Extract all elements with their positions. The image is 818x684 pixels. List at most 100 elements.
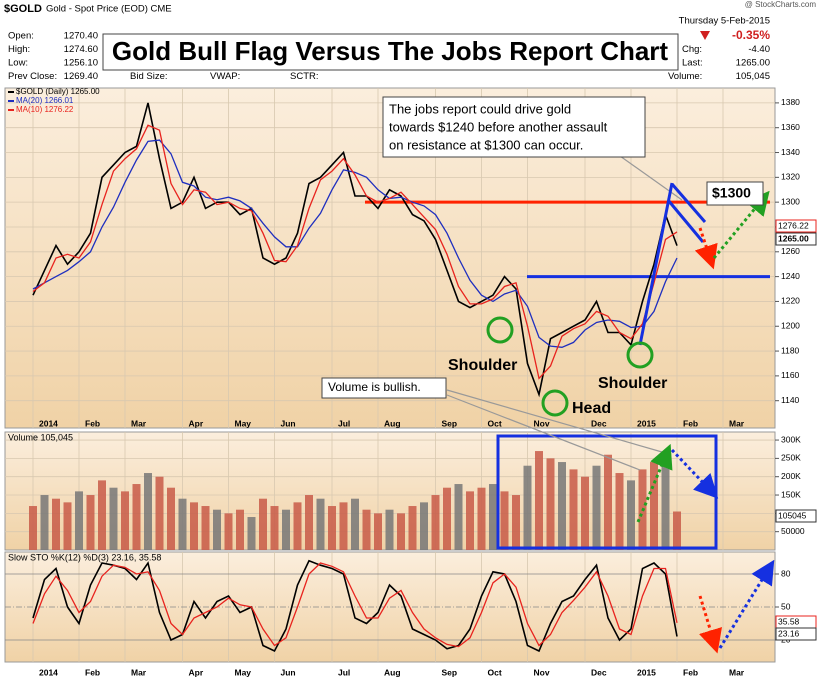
- volume-bar: [63, 502, 72, 550]
- volume-bar: [178, 498, 187, 550]
- y-tick-label: 1380: [781, 97, 800, 107]
- series-line: [32, 559, 678, 653]
- x-tick-label: Apr: [189, 667, 204, 677]
- field-value: 1265.00: [736, 58, 770, 69]
- label-head: Head: [572, 400, 611, 417]
- value-label: 23.16: [778, 628, 800, 638]
- volume-bar: [86, 495, 95, 550]
- volume-bar: [362, 509, 371, 550]
- y-tick-label: 1320: [781, 172, 800, 182]
- note-line: towards $1240 before another assault: [389, 119, 608, 134]
- field-label: SCTR:: [290, 71, 319, 82]
- volume-bar: [500, 491, 509, 550]
- y-tick-label: 50000: [781, 526, 805, 536]
- note-box: [321, 377, 447, 399]
- field-value: 1256.10: [64, 58, 98, 69]
- note-line: on resistance at $1300 can occur.: [389, 137, 583, 152]
- note-box: [706, 181, 764, 206]
- volume-bar: [385, 509, 394, 550]
- volume-bar: [477, 487, 486, 550]
- x-tick-label: Jun: [281, 418, 296, 428]
- x-tick-label: Dec: [591, 418, 607, 428]
- y-tick-label: 50: [781, 601, 791, 611]
- volume-bar: [661, 465, 670, 550]
- volume-bar: [489, 484, 497, 550]
- field-label: Volume:: [668, 71, 702, 82]
- flag-line: [666, 199, 705, 243]
- note-line: The jobs report could drive gold: [389, 101, 571, 116]
- y-tick-label: 1160: [781, 370, 800, 380]
- down-triangle: [700, 31, 710, 40]
- volume-bar: [650, 462, 658, 550]
- volume-bar: [581, 476, 589, 550]
- volume-bar: [673, 511, 681, 550]
- volume-bar: [190, 502, 198, 550]
- volume-bar: [443, 487, 451, 550]
- field-label: Prev Close:: [8, 71, 57, 82]
- symbol: $GOLD: [4, 3, 42, 15]
- volume-bar: [282, 509, 290, 550]
- field-value: 1274.60: [64, 44, 98, 55]
- x-tick-label: Jul: [338, 418, 350, 428]
- volume-bar: [305, 495, 313, 550]
- value-label: 105045: [778, 510, 807, 520]
- x-tick-label: Oct: [488, 667, 502, 677]
- field-value: -4.40: [748, 44, 770, 55]
- volume-bar: [328, 506, 336, 550]
- volume-bar: [144, 473, 152, 550]
- x-tick-label: Mar: [131, 418, 147, 428]
- legend-label: Volume 105,045: [8, 432, 73, 442]
- flag-line: [670, 183, 707, 223]
- volume-bar: [397, 513, 405, 550]
- volume-bar: [201, 506, 210, 550]
- volume-bar: [351, 498, 359, 550]
- pointer: [446, 389, 663, 453]
- annotations: Shoulder Head Shoulder Volume is bullish…: [321, 96, 775, 654]
- legend-label: Slow STO %K(12) %D(3) 23.16, 35.58: [8, 552, 161, 562]
- field-label: Chg:: [682, 44, 702, 55]
- x-tick-label: May: [235, 418, 252, 428]
- y-tick-label: 1180: [781, 345, 800, 355]
- panels: [4, 87, 776, 663]
- resistance-label: $1300: [712, 185, 751, 201]
- volume-bar: [558, 462, 566, 550]
- pointer: [446, 394, 641, 471]
- x-tick-label: 2015: [637, 418, 656, 428]
- y-tick-label: 150K: [781, 489, 801, 499]
- x-tick-label: Jun: [281, 667, 296, 677]
- x-tick-label: Nov: [534, 418, 550, 428]
- x-tick-label: May: [235, 667, 252, 677]
- series-line: [32, 124, 678, 380]
- volume-bar: [247, 517, 256, 550]
- x-tick-label: Aug: [384, 667, 401, 677]
- field-label: Last:: [682, 58, 703, 69]
- arrow-down: [694, 227, 718, 270]
- y-tick-label: 200K: [781, 471, 801, 481]
- field-label: High:: [8, 44, 30, 55]
- volume-bar: [270, 506, 279, 550]
- volume-bar: [592, 465, 601, 550]
- y-tick-label: 300K: [781, 434, 801, 444]
- series-line: [32, 139, 678, 348]
- y-tick-label: 1220: [781, 296, 800, 306]
- x-tick-label: Feb: [683, 418, 698, 428]
- volume-bar: [121, 491, 129, 550]
- x-tick-label: Sep: [442, 667, 458, 677]
- copyright: @ StockCharts.com: [745, 0, 817, 9]
- flag-pole: [638, 182, 674, 346]
- x-tick-label: Jul: [338, 667, 350, 677]
- legend-label: MA(10) 1276.22: [16, 105, 74, 114]
- volume-note: Volume is bullish.: [328, 380, 421, 394]
- pattern-circle: [541, 389, 569, 417]
- title-box: [102, 33, 679, 71]
- chart-title: Gold Bull Flag Versus The Jobs Report Ch…: [112, 36, 669, 66]
- volume-bar: [98, 480, 106, 550]
- x-tick-label: Nov: [534, 667, 550, 677]
- volume-bar: [109, 487, 118, 550]
- volume-bar: [155, 476, 164, 550]
- x-tick-label: Feb: [85, 418, 100, 428]
- x-tick-label: 2014: [39, 418, 58, 428]
- y-tick-label: 250K: [781, 453, 801, 463]
- volume-bar: [523, 465, 532, 550]
